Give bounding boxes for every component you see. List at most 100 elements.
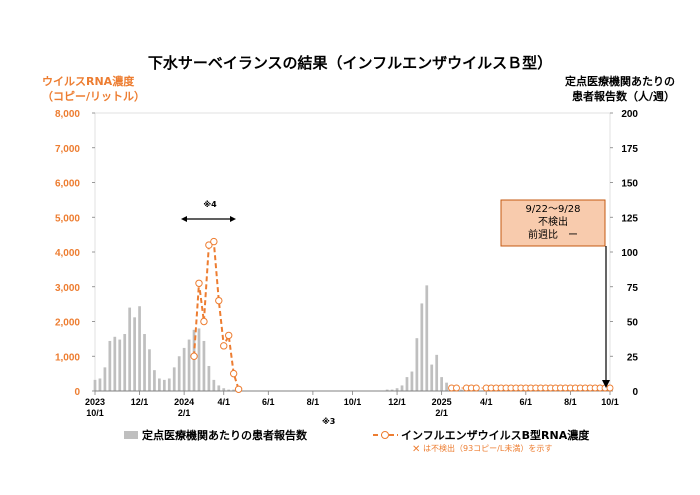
plot-area [94, 112, 611, 392]
x-tick-label: 10/1 [344, 397, 362, 407]
chart-title: 下水サーベイランスの結果（インフルエンザウイルスＢ型） [148, 54, 552, 72]
bar [143, 334, 146, 391]
line-point [210, 237, 218, 246]
bar [232, 389, 236, 391]
not-detected-markers [448, 384, 614, 392]
y-right-tick-label: 75 [627, 283, 639, 294]
bar [113, 336, 117, 391]
y-left-tick-label: 1,000 [55, 352, 80, 363]
line-point [190, 352, 198, 360]
x-tick-label: 2025 [432, 397, 452, 407]
callout-line1: 9/22〜9/28 [526, 204, 581, 215]
bar [187, 339, 191, 391]
y-left-label-line1: ウイルスRNA濃度 [42, 74, 135, 88]
legend: 定点医療機関あたりの患者報告数 ※3 インフルエンザウイルスB型RNA濃度 ✕ … [124, 416, 590, 455]
period-arrow: ※4 [181, 199, 236, 222]
not-detected-marker [472, 384, 480, 392]
y-left-label-line2: （コピー/リットル） [42, 90, 145, 103]
y-right-tick-label: 100 [621, 248, 638, 259]
y-right-tick-label: 0 [632, 387, 638, 398]
x-tick-label: 10/1 [601, 397, 619, 407]
bar [460, 389, 463, 391]
callout-line3: 前週比 ー [528, 228, 578, 241]
bar [148, 349, 151, 391]
y-left-tick-label: 0 [74, 387, 80, 398]
y-right-tick-label: 200 [621, 109, 638, 120]
bar [207, 365, 211, 391]
bar-series [93, 285, 473, 391]
bar [390, 389, 394, 391]
line-path [193, 239, 240, 390]
bar [118, 339, 122, 391]
x-tick-label: 4/1 [217, 397, 230, 407]
bar [133, 317, 136, 391]
y-left-tick-label: 7,000 [55, 144, 80, 155]
line-point [195, 279, 203, 287]
line-series [190, 237, 243, 393]
y-left-tick-label: 6,000 [55, 179, 80, 190]
line-point [205, 241, 213, 249]
legend-line-marker [381, 431, 389, 439]
y-left-tick-label: 2,000 [55, 318, 80, 329]
x-tick-label: 6/1 [262, 397, 275, 407]
bar [212, 379, 216, 391]
x-tick-label: 4/1 [480, 397, 493, 407]
bar [98, 378, 102, 391]
bar [123, 334, 127, 391]
bar [217, 385, 221, 391]
y-right-tick-label: 150 [621, 179, 638, 190]
x-tick-label: 2/1 [178, 408, 191, 418]
bar [395, 388, 399, 391]
not-detected-marker [606, 384, 614, 392]
x-tick-label: 12/1 [388, 397, 406, 407]
line-point [234, 385, 243, 393]
y-right-tick-label: 25 [627, 352, 639, 363]
bar [440, 377, 443, 391]
y-left-tick-label: 8,000 [55, 109, 80, 120]
bar [177, 356, 181, 391]
y-left-tick-label: 3,000 [55, 283, 80, 294]
bar [420, 303, 424, 391]
bar [415, 338, 419, 391]
y-right-label-line2: 患者報告数（人/週） [572, 89, 675, 103]
bar [108, 340, 112, 391]
y-right-tick-label: 50 [627, 318, 639, 329]
y-right-tick-label: 175 [621, 144, 638, 155]
legend-bar-swatch [124, 431, 138, 439]
callout-line2: 不検出 [538, 215, 568, 228]
x-tick-label: 10/1 [86, 408, 104, 418]
y-right-tick-label: 125 [621, 213, 638, 224]
bar [410, 371, 414, 391]
x-tick-label: 2/1 [435, 408, 448, 418]
y-left-tick-label: 4,000 [55, 248, 80, 259]
bar [167, 378, 171, 391]
line-point [229, 369, 238, 378]
bar [227, 389, 231, 391]
legend-nd-marker: ✕ [412, 444, 420, 455]
y-left-tick-label: 5,000 [55, 213, 80, 224]
line-point [215, 296, 223, 305]
bar [430, 364, 434, 391]
x-tick-label: 6/1 [520, 397, 533, 407]
bar [445, 382, 448, 391]
bar [192, 329, 196, 391]
bar [405, 377, 409, 391]
bar [435, 354, 439, 391]
not-detected-marker [453, 384, 460, 392]
bar [103, 367, 107, 391]
bar [138, 306, 141, 391]
bar [222, 388, 226, 391]
bar [128, 307, 132, 391]
legend-nd-label: は不検出（93コピー/L未満）を示す [423, 443, 552, 453]
y-right-label-line1: 定点医療機関あたりの [565, 74, 675, 88]
x-tick-label: 12/1 [131, 397, 149, 407]
bar [385, 389, 389, 391]
bar [400, 385, 404, 391]
bar [202, 340, 206, 391]
bar [182, 347, 186, 391]
legend-bar-label: 定点医療機関あたりの患者報告数 [142, 428, 308, 442]
legend-note: ※3 [322, 416, 335, 426]
line-point [200, 317, 208, 326]
